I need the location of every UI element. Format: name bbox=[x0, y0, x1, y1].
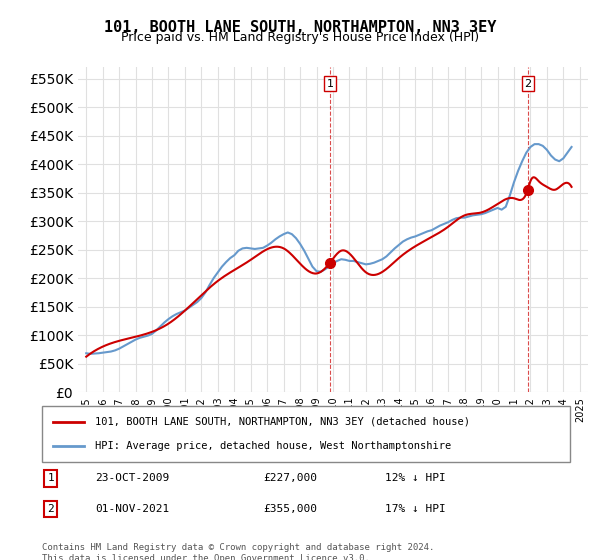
Text: HPI: Average price, detached house, West Northamptonshire: HPI: Average price, detached house, West… bbox=[95, 441, 451, 451]
Text: £355,000: £355,000 bbox=[264, 504, 318, 514]
FancyBboxPatch shape bbox=[42, 406, 570, 462]
Text: 1: 1 bbox=[47, 473, 54, 483]
Text: 2: 2 bbox=[47, 504, 54, 514]
Text: £227,000: £227,000 bbox=[264, 473, 318, 483]
Text: 01-NOV-2021: 01-NOV-2021 bbox=[95, 504, 169, 514]
Text: Contains HM Land Registry data © Crown copyright and database right 2024.
This d: Contains HM Land Registry data © Crown c… bbox=[42, 543, 434, 560]
Text: 101, BOOTH LANE SOUTH, NORTHAMPTON, NN3 3EY: 101, BOOTH LANE SOUTH, NORTHAMPTON, NN3 … bbox=[104, 20, 496, 35]
Text: 101, BOOTH LANE SOUTH, NORTHAMPTON, NN3 3EY (detached house): 101, BOOTH LANE SOUTH, NORTHAMPTON, NN3 … bbox=[95, 417, 470, 427]
Text: 2: 2 bbox=[524, 78, 532, 88]
Text: 12% ↓ HPI: 12% ↓ HPI bbox=[385, 473, 446, 483]
Text: 17% ↓ HPI: 17% ↓ HPI bbox=[385, 504, 446, 514]
Text: 23-OCT-2009: 23-OCT-2009 bbox=[95, 473, 169, 483]
Text: Price paid vs. HM Land Registry's House Price Index (HPI): Price paid vs. HM Land Registry's House … bbox=[121, 31, 479, 44]
Text: 1: 1 bbox=[326, 78, 334, 88]
